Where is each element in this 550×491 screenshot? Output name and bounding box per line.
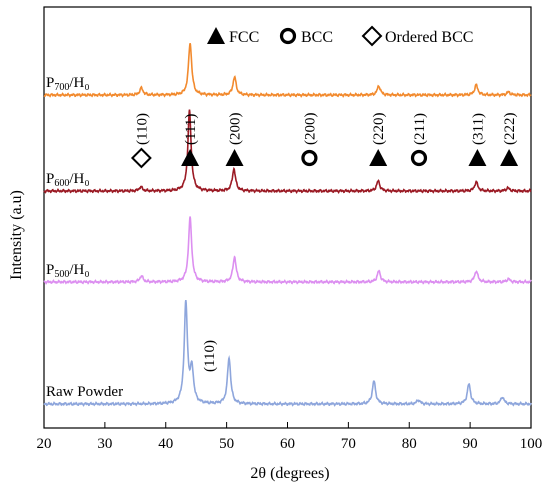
miller-index-label: (111): [183, 114, 199, 145]
series-line: [43, 299, 532, 407]
ordered-bcc-diamond-icon: [361, 25, 383, 47]
series-layer: [43, 43, 532, 407]
series-label: P600/H₀: [46, 171, 90, 189]
plot-axes: 20 30 40 50 60 70 80 90 100: [37, 6, 543, 452]
miller-index-label: (110): [134, 113, 150, 145]
fcc-triangle-icon: [468, 149, 487, 166]
legend-label: BCC: [301, 29, 333, 46]
fcc-triangle-icon: [225, 149, 244, 166]
series-label-layer: Raw Powder P500/H₀ P600/H₀ P700/H₀: [46, 75, 123, 400]
fcc-triangle-icon: [369, 149, 388, 166]
x-tick-label: 90: [463, 436, 478, 452]
miller-index-label: (200): [228, 113, 244, 146]
bcc-ring-icon: [410, 149, 428, 167]
x-axis-title: 2θ (degrees): [250, 465, 329, 482]
bcc-ring-icon: [301, 149, 318, 167]
miller-index-label: (220): [371, 113, 387, 146]
ordered-bcc-diamond-icon: [130, 147, 152, 169]
series-label: Raw Powder: [46, 384, 123, 400]
x-tick-label: 80: [402, 436, 417, 452]
phase-marker-layer: (110) (111) (200) (200) (220) (211) (311) (222)…: [130, 113, 519, 372]
bcc-ring-icon: [279, 27, 297, 45]
legend: FCC BCC Ordered BCC: [207, 25, 473, 47]
x-tick-label: 40: [158, 436, 173, 452]
miller-index-label: (222): [502, 113, 518, 146]
x-tick-label: 50: [219, 436, 234, 452]
x-tick-label: 20: [37, 436, 52, 452]
y-axis-title: Intensity (a.u): [8, 190, 25, 280]
series-line: [43, 216, 532, 285]
legend-label: FCC: [229, 29, 259, 46]
miller-index-label: (311): [470, 113, 486, 145]
x-tick-label: 70: [341, 436, 356, 452]
series-line: [43, 109, 532, 194]
x-tick-label: 60: [280, 436, 295, 452]
x-tick-label: 100: [520, 436, 543, 452]
miller-index-label: (211): [412, 113, 428, 145]
plot-frame: [43, 6, 532, 429]
x-tick-label: 30: [97, 436, 112, 452]
legend-label: Ordered BCC: [385, 29, 473, 46]
fcc-triangle-icon: [181, 149, 200, 166]
series-label: P500/H₀: [46, 262, 90, 280]
miller-index-label: (200): [302, 113, 318, 146]
fcc-triangle-icon: [207, 27, 225, 44]
series-label: P700/H₀: [46, 75, 90, 93]
annotation-label: (110): [202, 340, 218, 372]
fcc-triangle-icon: [500, 149, 519, 166]
series-line: [43, 43, 532, 98]
